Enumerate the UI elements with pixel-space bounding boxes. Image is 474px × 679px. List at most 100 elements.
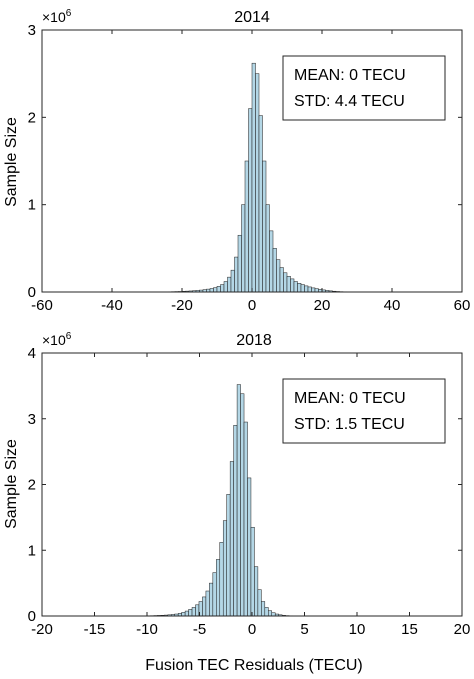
chart-title: 2018 <box>236 332 272 349</box>
bar <box>300 284 305 293</box>
bar <box>272 248 277 293</box>
bar <box>255 73 260 293</box>
bar <box>213 287 218 293</box>
x-tick-label: 5 <box>300 621 308 638</box>
bars <box>146 384 293 617</box>
bar <box>216 286 221 293</box>
x-tick-label: 10 <box>349 621 366 638</box>
x-tick-label: 15 <box>401 621 418 638</box>
bar <box>262 160 267 293</box>
bar <box>229 461 234 617</box>
x-tick-label: 0 <box>248 297 256 314</box>
x-tick-label: 40 <box>384 297 401 314</box>
x-tick-label: -40 <box>101 297 123 314</box>
x-tick-label: 20 <box>454 621 471 638</box>
bar <box>209 582 214 617</box>
x-axis-label: Fusion TEC Residuals (TECU) <box>145 657 363 674</box>
bar <box>261 601 266 617</box>
y-tick-label: 1 <box>28 197 36 214</box>
bar <box>243 421 248 617</box>
histogram-2018: 2018 ×106 Sample Size -20 -15 -10 -5 0 5 10 15 2… <box>3 331 470 638</box>
bar <box>195 604 200 617</box>
stat-mean: MEAN: 0 TECU <box>294 67 406 84</box>
bar <box>276 259 281 293</box>
y-tick-label: 0 <box>28 284 36 301</box>
bar <box>223 281 228 293</box>
bar <box>286 276 291 293</box>
stat-std: STD: 4.4 TECU <box>294 93 405 110</box>
bar <box>257 589 262 617</box>
stats-box-frame <box>282 378 446 444</box>
y-tick-label: 2 <box>28 477 36 494</box>
bar <box>209 288 214 293</box>
x-tick-label: -5 <box>193 621 206 638</box>
bar <box>293 281 298 293</box>
stats-box: MEAN: 0 TECU STD: 1.5 TECU <box>282 378 446 444</box>
bar <box>233 425 238 617</box>
bar <box>304 285 309 293</box>
x-tick-label: 0 <box>248 621 256 638</box>
x-tick-label: -60 <box>31 297 53 314</box>
bar <box>250 526 255 617</box>
x-ticks: -60 -40 -20 0 20 40 60 <box>31 30 470 314</box>
chart-title: 2014 <box>234 9 270 26</box>
y-exponent: ×106 <box>42 8 72 25</box>
bar <box>240 393 245 617</box>
bar <box>247 477 252 617</box>
y-exponent-power: 6 <box>66 8 72 19</box>
y-axis-label: Sample Size <box>3 117 20 207</box>
bar <box>202 596 207 617</box>
bar <box>188 609 193 617</box>
bar <box>264 607 269 617</box>
bar <box>205 590 210 617</box>
bar <box>191 607 196 617</box>
y-tick-label: 2 <box>28 109 36 126</box>
bar <box>283 272 288 293</box>
x-tick-label: -15 <box>84 621 106 638</box>
stats-box-frame <box>282 55 446 121</box>
bar <box>268 610 272 617</box>
bar <box>311 287 316 293</box>
y-tick-label: 4 <box>28 345 36 362</box>
histogram-2014: 2014 ×106 Sample Size -60 -40 -20 0 20 40 60 0… <box>3 8 470 314</box>
y-ticks: 0 1 2 3 <box>28 22 462 301</box>
y-exponent-power: 6 <box>66 331 72 342</box>
x-ticks: -20 -15 -10 -5 0 5 10 15 20 <box>31 353 470 638</box>
stats-box: MEAN: 0 TECU STD: 4.4 TECU <box>282 55 446 121</box>
bar <box>251 62 256 293</box>
bar <box>307 286 312 293</box>
stat-std: STD: 1.5 TECU <box>294 416 405 433</box>
bar <box>220 284 225 293</box>
stat-mean: MEAN: 0 TECU <box>294 390 406 407</box>
bar <box>234 256 239 293</box>
bar <box>269 230 274 293</box>
y-axis-label: Sample Size <box>3 439 20 529</box>
bar <box>265 204 270 293</box>
x-tick-label: -20 <box>171 297 193 314</box>
bar <box>297 283 302 293</box>
y-exponent: ×106 <box>42 331 72 348</box>
bar <box>181 612 186 617</box>
bar <box>227 276 232 293</box>
y-tick-label: 0 <box>28 608 36 625</box>
bar <box>216 559 221 617</box>
y-tick-label: 3 <box>28 22 36 39</box>
bar <box>222 520 227 617</box>
y-tick-label: 1 <box>28 542 36 559</box>
bar <box>258 115 263 293</box>
bar <box>244 160 249 293</box>
x-tick-label: -20 <box>31 621 53 638</box>
bar <box>237 234 242 293</box>
bar <box>279 267 284 293</box>
bar <box>290 278 295 293</box>
y-ticks: 0 1 2 3 4 <box>28 345 462 625</box>
x-tick-label: -10 <box>136 621 158 638</box>
bar <box>241 204 246 293</box>
x-tick-label: 60 <box>454 297 471 314</box>
x-tick-label: 20 <box>314 297 331 314</box>
bar <box>230 269 235 293</box>
bar <box>254 566 259 617</box>
bar <box>248 108 253 293</box>
bar <box>226 494 231 617</box>
